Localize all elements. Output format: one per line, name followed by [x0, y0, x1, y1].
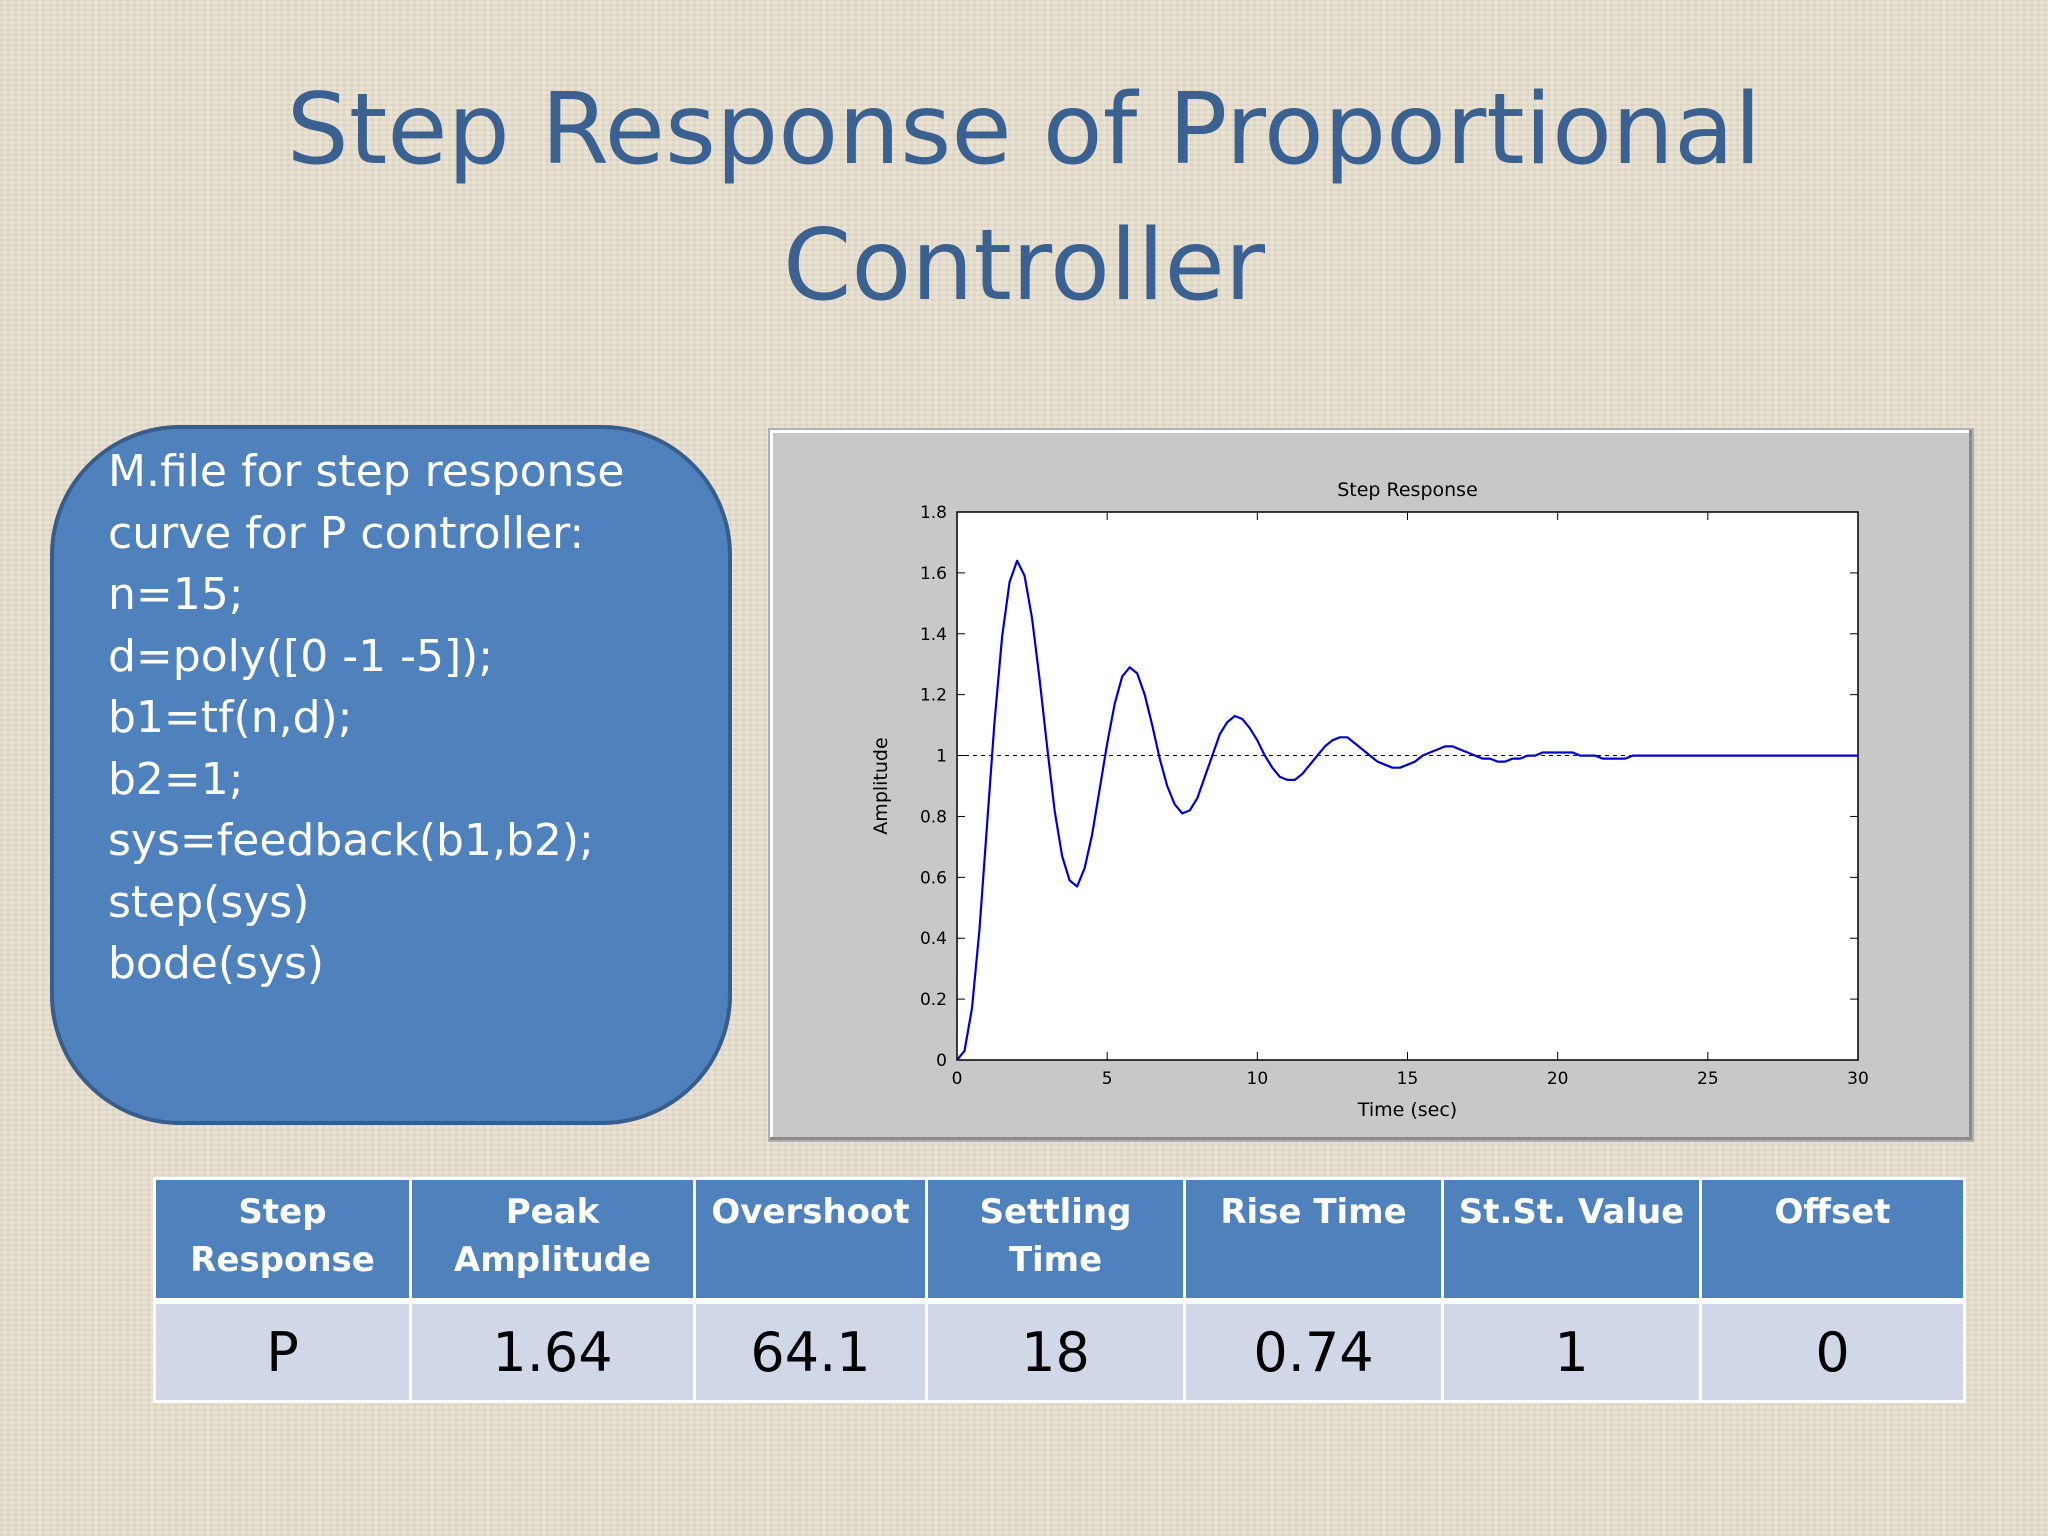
code-line: bode(sys): [108, 938, 325, 989]
code-box: M.file for step response curve for P con…: [50, 425, 732, 1125]
slide-title: Step Response of Proportional Controller: [0, 62, 2048, 334]
slide-title-line-2: Controller: [782, 209, 1266, 323]
cell-step-response: P: [153, 1299, 412, 1403]
y-tick-label: 1.2: [920, 686, 947, 706]
step-response-chart: 0 5 10 15 20 25 30 0 0.2 0.4 0.6 0.8 1 1.2 1.4 1.6 1.8 St…: [870, 479, 1869, 1121]
results-table: Step Response Peak Amplitude Overshoot Set…: [153, 1177, 1966, 1403]
header-rise-time: Rise Time: [1183, 1177, 1444, 1304]
cell-offset: 0: [1699, 1299, 1966, 1403]
x-tick-label: 10: [1247, 1069, 1269, 1089]
cell-peak-amplitude: 1.64: [409, 1299, 696, 1403]
slide-title-line-1: Step Response of Proportional: [286, 73, 1762, 187]
cell-rise-time: 0.74: [1183, 1299, 1444, 1403]
step-response-line: [956, 559, 1858, 1061]
code-line: b1=tf(n,d);: [108, 692, 353, 743]
cell-overshoot: 64.1: [693, 1299, 928, 1403]
header-step-response: Step Response: [153, 1177, 412, 1304]
header-settling-time: Settling Time: [925, 1177, 1186, 1304]
y-tick-label: 1.6: [920, 564, 947, 584]
code-line: M.file for step response: [108, 446, 625, 497]
code-line: b2=1;: [108, 753, 244, 805]
header-steady-state-value: St.St. Value: [1441, 1177, 1702, 1304]
plot-area: [956, 511, 1859, 1061]
header-overshoot: Overshoot: [693, 1177, 928, 1304]
code-line: step(sys): [108, 876, 310, 928]
x-tick-label: 0: [952, 1069, 963, 1089]
header-peak-amplitude: Peak Amplitude: [409, 1177, 696, 1304]
y-axis-label: Amplitude: [870, 737, 892, 834]
y-tick-label: 0.6: [920, 868, 947, 888]
y-tick-label: 0.8: [920, 807, 947, 827]
code-line: curve for P controller:: [108, 507, 585, 559]
y-tick-label: 0: [936, 1051, 947, 1071]
cell-settling-time: 18: [925, 1299, 1186, 1403]
x-tick-label: 20: [1547, 1069, 1569, 1089]
code-lines: M.file for step response curve for P con…: [108, 441, 624, 995]
x-axis-label: Time (sec): [1357, 1099, 1457, 1121]
y-tick-label: 1: [936, 747, 947, 767]
y-tick-label: 0.4: [920, 929, 947, 949]
x-tick-label: 25: [1697, 1069, 1719, 1089]
x-tick-label: 5: [1102, 1069, 1113, 1089]
cell-steady-state-value: 1: [1441, 1299, 1702, 1403]
header-offset: Offset: [1699, 1177, 1966, 1304]
x-tick-label: 15: [1397, 1069, 1419, 1089]
x-tick-label: 30: [1847, 1069, 1869, 1089]
y-tick-label: 1.4: [920, 625, 947, 645]
y-tick-label: 1.8: [920, 503, 947, 523]
code-line: n=15;: [108, 569, 244, 620]
chart-title: Step Response: [1337, 479, 1478, 501]
table-header-row: Step Response Peak Amplitude Overshoot Set…: [153, 1177, 1966, 1304]
y-tick-label: 0.2: [920, 990, 947, 1010]
code-line: d=poly([0 -1 -5]);: [108, 630, 494, 682]
step-response-figure: 0 5 10 15 20 25 30 0 0.2 0.4 0.6 0.8 1 1.2 1.4 1.6 1.8 St…: [768, 428, 1974, 1142]
table-row: P 1.64 64.1 18 0.74 1 0: [153, 1299, 1966, 1403]
code-line: sys=feedback(b1,b2);: [108, 815, 594, 866]
